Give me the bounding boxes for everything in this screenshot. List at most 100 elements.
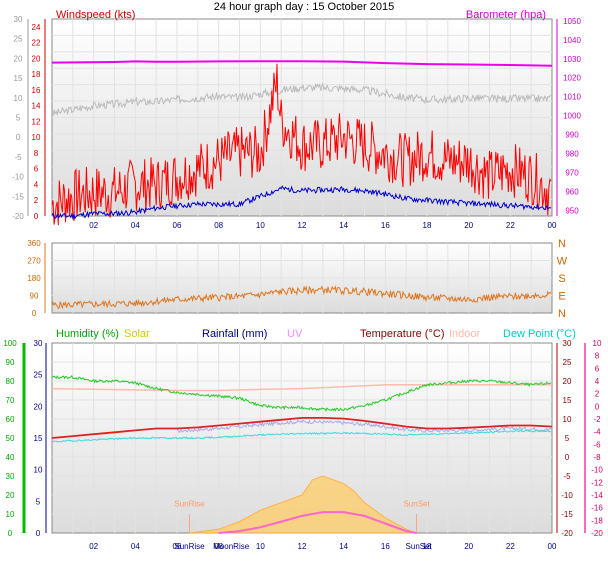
y-tick-label: 20 bbox=[563, 377, 572, 386]
y-tick-label: -5 bbox=[14, 153, 22, 162]
y-tick-label: -20 bbox=[561, 529, 573, 538]
y-tick-label: 20 bbox=[34, 402, 43, 411]
axis-label-barometer: Barometer (hpa) bbox=[466, 9, 546, 21]
x-tick-label: 18 bbox=[423, 542, 432, 551]
legend-item: Solar bbox=[124, 328, 150, 340]
y-tick-label: 10 bbox=[32, 133, 41, 142]
y-tick-label: 10 bbox=[6, 510, 15, 519]
y-tick-label: 990 bbox=[565, 131, 579, 140]
y-tick-label: 950 bbox=[565, 206, 579, 215]
y-tick-label: -4 bbox=[593, 428, 601, 437]
y-tick-label: 20 bbox=[14, 54, 23, 63]
y-tick-label: -20 bbox=[591, 529, 603, 538]
y-tick-label: 1010 bbox=[563, 93, 581, 102]
y-tick-label: 970 bbox=[565, 168, 579, 177]
solar-area bbox=[189, 475, 417, 534]
compass-label: E bbox=[558, 291, 565, 303]
indoor-line bbox=[51, 384, 552, 392]
x-tick-label: 06 bbox=[173, 542, 182, 551]
y-tick-label: 1040 bbox=[563, 36, 581, 45]
y-tick-label: 25 bbox=[14, 35, 23, 44]
x-tick-label: 06 bbox=[173, 221, 182, 230]
y-tick-label: 10 bbox=[563, 415, 572, 424]
y-tick-label: 25 bbox=[563, 358, 572, 367]
y-tick-label: -2 bbox=[593, 415, 601, 424]
y-tick-label: 18 bbox=[32, 70, 41, 79]
uv-line bbox=[218, 511, 417, 534]
x-tick-label: 12 bbox=[298, 221, 307, 230]
humidity-line bbox=[51, 375, 552, 412]
x-tick-label: 04 bbox=[131, 542, 140, 551]
x-tick-label: 10 bbox=[256, 221, 265, 230]
y-tick-label: 0 bbox=[595, 402, 600, 411]
y-tick-label: 14 bbox=[32, 102, 41, 111]
x-tick-label: 04 bbox=[131, 221, 140, 230]
x-tick-label: 00 bbox=[548, 221, 557, 230]
x-tick-label: 22 bbox=[506, 542, 515, 551]
barometer-line bbox=[51, 60, 553, 67]
y-tick-label: 4 bbox=[34, 180, 39, 189]
y-tick-label: 5 bbox=[565, 434, 570, 443]
windspeed-line bbox=[51, 185, 552, 220]
y-tick-label: -10 bbox=[561, 491, 573, 500]
y-tick-label: -15 bbox=[12, 192, 24, 201]
y-tick-label: -8 bbox=[593, 453, 601, 462]
x-tick-label: 00 bbox=[548, 542, 557, 551]
y-tick-label: 16 bbox=[32, 86, 41, 95]
y-tick-label: 1020 bbox=[563, 74, 581, 83]
graph-title: 24 hour graph day : 15 October 2015 bbox=[214, 1, 394, 13]
y-tick-label: 20 bbox=[32, 54, 41, 63]
legend-item: Temperature (°C) bbox=[360, 328, 444, 340]
y-tick-label: 90 bbox=[30, 292, 39, 301]
y-tick-label: -10 bbox=[12, 173, 24, 182]
y-tick-label: -12 bbox=[591, 478, 603, 487]
grey-trace-line bbox=[51, 82, 552, 117]
x-tick-label: 20 bbox=[464, 542, 473, 551]
y-tick-label: 15 bbox=[34, 434, 43, 443]
temperature-line bbox=[51, 416, 553, 439]
y-tick-label: 8 bbox=[34, 149, 39, 158]
x-tick-label: 22 bbox=[506, 221, 515, 230]
y-tick-label: 0 bbox=[36, 529, 41, 538]
y-tick-label: 30 bbox=[6, 472, 15, 481]
y-tick-label: 50 bbox=[6, 434, 15, 443]
y-tick-label: 40 bbox=[6, 453, 15, 462]
y-tick-label: 15 bbox=[563, 396, 572, 405]
y-tick-label: 180 bbox=[27, 274, 41, 283]
y-tick-label: 0 bbox=[16, 133, 21, 142]
y-tick-label: 980 bbox=[565, 149, 579, 158]
y-tick-label: 10 bbox=[34, 466, 43, 475]
y-tick-label: 0 bbox=[565, 453, 570, 462]
y-tick-label: 12 bbox=[32, 117, 41, 126]
y-tick-label: 270 bbox=[27, 257, 41, 266]
dewpoint-line bbox=[51, 429, 552, 443]
y-tick-label: 25 bbox=[34, 371, 43, 380]
astro-event-label: SunSet bbox=[406, 542, 433, 551]
legend-item: Rainfall (mm) bbox=[202, 328, 267, 340]
compass-label: N bbox=[558, 238, 566, 250]
compass-label: S bbox=[558, 273, 565, 285]
y-tick-label: 4 bbox=[595, 377, 600, 386]
legend-item: Indoor bbox=[449, 328, 481, 340]
y-tick-label: 2 bbox=[595, 390, 600, 399]
x-tick-label: 14 bbox=[339, 221, 348, 230]
y-tick-label: -14 bbox=[591, 491, 603, 500]
y-tick-label: 70 bbox=[6, 396, 15, 405]
y-tick-label: 1050 bbox=[563, 17, 581, 26]
astro-event-label: SunRise bbox=[174, 542, 205, 551]
x-tick-label: 08 bbox=[214, 221, 223, 230]
sun-event-label: SunRise bbox=[174, 500, 205, 509]
x-tick-label: 16 bbox=[381, 542, 390, 551]
compass-label: W bbox=[557, 256, 568, 268]
y-tick-label: 1030 bbox=[563, 55, 581, 64]
x-tick-label: 08 bbox=[214, 542, 223, 551]
y-tick-label: 0 bbox=[8, 529, 13, 538]
y-tick-label: 1000 bbox=[563, 112, 581, 121]
y-tick-label: 10 bbox=[14, 94, 23, 103]
x-tick-label: 02 bbox=[89, 221, 98, 230]
y-tick-label: 8 bbox=[595, 352, 600, 361]
y-tick-label: 30 bbox=[14, 15, 23, 24]
y-tick-label: 15 bbox=[14, 74, 23, 83]
y-tick-label: -6 bbox=[593, 440, 601, 449]
